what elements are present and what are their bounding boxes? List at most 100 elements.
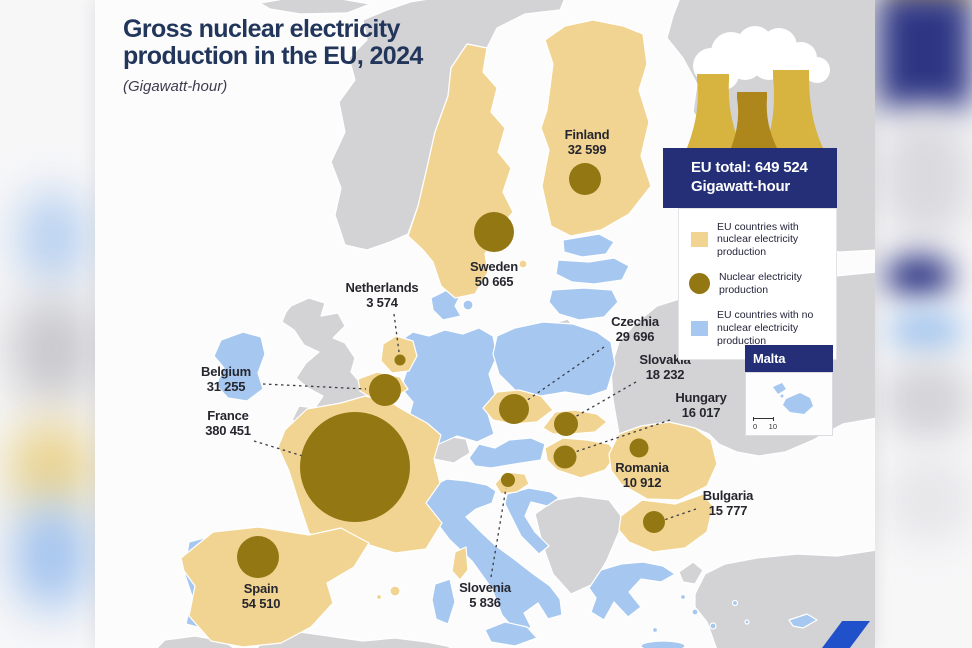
infographic-panel: Finland 32 599 Sweden 50 665 Netherlands 3 57… <box>95 0 875 648</box>
country-label-czechia: Czechia 29 696 <box>611 314 659 345</box>
country-shape-balearics <box>389 585 401 597</box>
country-name: Bulgaria <box>702 488 754 503</box>
country-shape-sardinia <box>431 578 456 625</box>
production-circle-bulgaria <box>643 511 665 533</box>
country-label-bulgaria: Bulgaria 15 777 <box>702 488 754 519</box>
greek-island <box>679 593 687 601</box>
malta-inset: Malta 0 10 <box>745 345 833 436</box>
production-circle-france <box>300 412 410 522</box>
country-value: 3 574 <box>366 294 398 310</box>
country-name: Czechia <box>611 314 659 329</box>
country-name: France <box>207 408 249 423</box>
malta-islands <box>773 383 813 414</box>
country-shape-ireland <box>213 331 266 402</box>
country-shape-cyprus <box>788 613 818 629</box>
country-shape-netherlands <box>380 335 418 374</box>
cooling-tower-middle <box>731 92 777 148</box>
backdrop-blob <box>878 0 972 110</box>
country-value: 31 255 <box>206 378 246 394</box>
legend-items: EU countries with nuclear electricity pr… <box>678 207 837 361</box>
country-name: Romania <box>615 460 669 475</box>
production-circles <box>237 163 665 578</box>
eu-total-line2: Gigawatt-hour <box>691 177 791 195</box>
greek-island <box>744 619 750 625</box>
country-label-hungary: Hungary 16 017 <box>675 390 727 421</box>
country-shape-finland <box>540 19 652 237</box>
country-shape-croatia <box>504 487 560 555</box>
country-name: Netherlands <box>345 280 419 295</box>
scale-start: 0 <box>753 422 758 431</box>
country-shape-latvia <box>555 257 630 285</box>
malta-inset-title: Malta <box>745 345 833 372</box>
country-label-romania: Romania 10 912 <box>615 460 669 491</box>
production-circle-spain <box>237 536 279 578</box>
country-shape-iceland <box>259 0 371 15</box>
production-circle-sweden <box>474 212 514 252</box>
scale-bar: 0 10 <box>753 417 779 431</box>
legend-item-0: EU countries with nuclear electricity pr… <box>691 221 830 259</box>
backdrop-blob <box>886 455 972 545</box>
backdrop-blob <box>14 500 89 610</box>
production-circle-slovenia <box>501 473 515 487</box>
legend-square-swatch <box>691 231 708 247</box>
country-shape-turkey-west <box>678 561 704 585</box>
eu-total-banner: EU total: 649 524 Gigawatt-hour <box>663 148 837 208</box>
country-shape-greece <box>588 561 676 621</box>
backdrop-blob <box>882 360 972 440</box>
production-circle-romania <box>629 438 649 458</box>
unit-subtitle: (Gigawatt-hour) <box>123 78 228 95</box>
legend-item-label: EU countries with nuclear electricity pr… <box>717 220 799 258</box>
country-value: 5 836 <box>469 594 501 610</box>
cooling-tower-left <box>687 74 741 148</box>
legend-item-label: Nuclear electricity production <box>719 271 802 296</box>
country-value: 15 777 <box>708 502 748 518</box>
country-shape-bulgaria <box>618 493 714 553</box>
country-name: Sweden <box>470 259 518 274</box>
country-value: 16 017 <box>681 404 721 420</box>
malta-inset-map: 0 10 <box>745 372 833 436</box>
legend-item-2: EU countries with no nuclear electricity… <box>691 309 830 347</box>
scale-line <box>753 417 774 421</box>
country-shape-estonia <box>562 233 615 258</box>
production-circle-finland <box>569 163 601 195</box>
country-name: Hungary <box>675 390 727 405</box>
country-shape-denmark-isle <box>462 299 474 311</box>
scale-labels: 0 10 <box>753 422 777 431</box>
country-name: Belgium <box>201 364 251 379</box>
greek-island <box>691 608 699 616</box>
leader-lines <box>253 313 697 578</box>
country-shape-sicily <box>484 621 538 647</box>
cooling-tower-right <box>765 70 823 148</box>
backdrop-blob <box>884 255 954 297</box>
country-shape-austria <box>468 437 546 469</box>
production-circle-czechia <box>499 394 529 424</box>
country-value: 54 510 <box>241 595 281 611</box>
legend-square-swatch <box>691 320 708 336</box>
country-shape-corsica <box>451 546 469 581</box>
greek-island <box>731 599 739 607</box>
country-labels: Finland 32 599 Sweden 50 665 Netherlands 3 57… <box>95 0 875 648</box>
country-name: Slovakia <box>639 352 691 367</box>
leader-line-belgium <box>262 383 367 390</box>
backdrop-blob <box>18 190 88 285</box>
production-circle-belgium <box>369 374 401 406</box>
production-circle-hungary <box>553 445 577 469</box>
country-shape-poland <box>492 321 616 397</box>
country-label-france: France 380 451 <box>205 408 251 439</box>
greek-island <box>709 622 717 630</box>
country-shape-gotland <box>518 259 528 269</box>
title-block: Gross nuclear electricity production in … <box>123 16 463 96</box>
production-circle-netherlands <box>394 354 406 366</box>
leader-line-netherlands <box>393 313 400 353</box>
country-shape-lithuania <box>548 287 619 321</box>
country-value: 10 912 <box>622 474 662 490</box>
legend-item-1: Nuclear electricity production <box>689 271 830 296</box>
leader-line-hungary <box>574 419 671 453</box>
production-circle-slovakia <box>554 412 578 436</box>
country-shape-germany <box>398 327 498 445</box>
country-name: Finland <box>564 127 610 142</box>
country-shape-italy <box>423 478 563 636</box>
legend-circle-swatch <box>689 273 710 295</box>
country-label-spain: Spain 54 510 <box>241 581 281 612</box>
legend-item-label: EU countries with no nuclear electricity… <box>717 309 814 347</box>
